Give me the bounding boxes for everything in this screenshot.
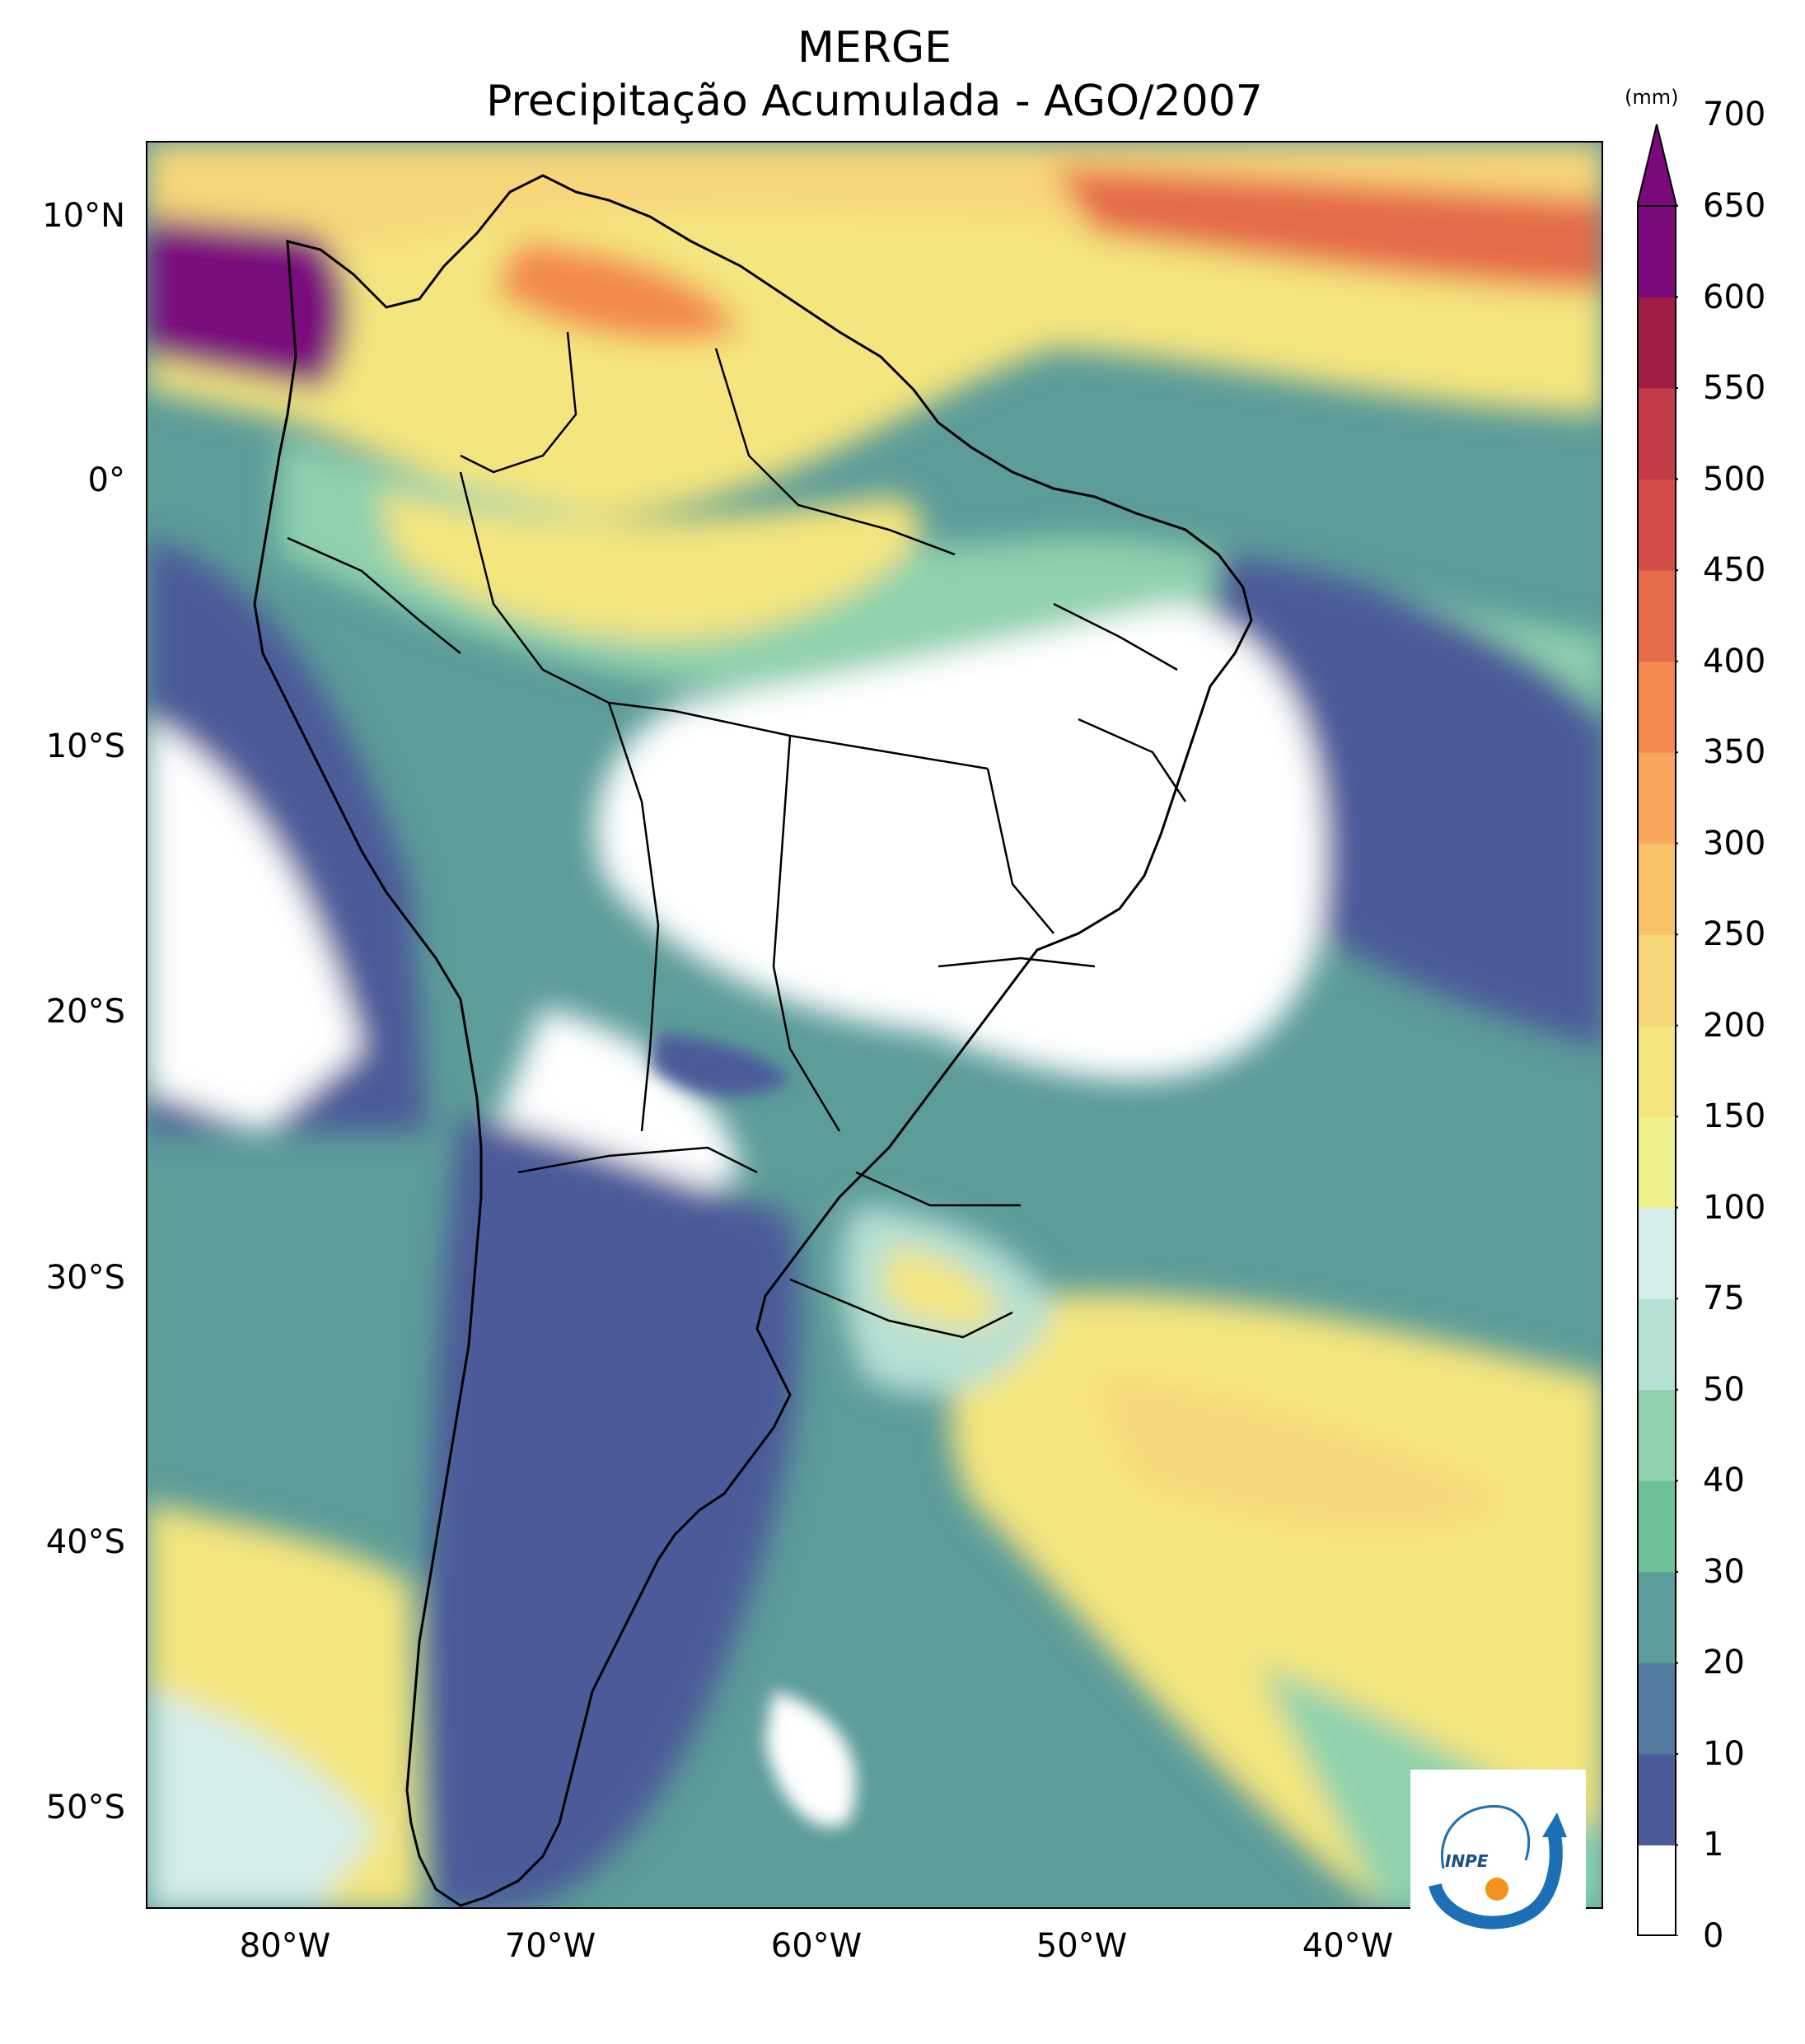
- lat-label-40s: 40°S: [45, 1523, 125, 1561]
- colorbar-tick-label: 40: [1703, 1462, 1745, 1500]
- colorbar-tick-label: 10: [1703, 1734, 1745, 1773]
- lat-label-30s: 30°S: [45, 1259, 125, 1297]
- inpe-logo-text: INPE: [1445, 1851, 1489, 1871]
- colorbar-tick-label: 200: [1703, 1006, 1766, 1045]
- colorbar-segment: [1637, 1389, 1676, 1481]
- lat-label-10n: 10°N: [42, 197, 125, 235]
- colorbar-tick-label: 450: [1703, 551, 1766, 590]
- colorbar-tick-label: 0: [1703, 1917, 1724, 1955]
- colorbar-tick-label: 75: [1703, 1279, 1745, 1318]
- colorbar-tick-label: 20: [1703, 1644, 1745, 1682]
- map-title: MERGE: [797, 23, 952, 72]
- lon-label-70w: 70°W: [504, 1927, 596, 1965]
- inpe-logo: INPE: [1410, 1770, 1586, 1941]
- precipitation-map: [146, 141, 1603, 1909]
- precip-field: [147, 143, 1602, 1907]
- colorbar-segment: [1637, 843, 1676, 935]
- colorbar-frame: [1637, 205, 1676, 1936]
- colorbar-tick-label: 150: [1703, 1097, 1766, 1136]
- lon-label-80w: 80°W: [239, 1927, 331, 1965]
- colorbar-segment: [1637, 1116, 1676, 1209]
- colorbar: [1637, 124, 1678, 1936]
- lat-label-20s: 20°S: [45, 993, 125, 1031]
- colorbar-segment: [1637, 1480, 1676, 1573]
- colorbar-segment: [1637, 1753, 1676, 1845]
- continent-outline: [253, 174, 1253, 1907]
- lat-label-50s: 50°S: [45, 1789, 125, 1827]
- colorbar-segment: [1637, 1571, 1676, 1663]
- colorbar-segment: [1637, 388, 1676, 480]
- colorbar-tick-label: 350: [1703, 733, 1766, 772]
- colorbar-tick-label: 700: [1703, 96, 1766, 134]
- colorbar-segment: [1637, 206, 1676, 298]
- colorbar-tick-label: 50: [1703, 1370, 1745, 1409]
- colorbar-extend-arrow: [1637, 124, 1678, 207]
- colorbar-tick-label: 650: [1703, 187, 1766, 225]
- lon-label-60w: 60°W: [770, 1927, 863, 1965]
- colorbar-segment: [1637, 479, 1676, 571]
- colorbar-segment: [1637, 570, 1676, 662]
- colorbar-segment: [1637, 1207, 1676, 1299]
- colorbar-segment: [1637, 752, 1676, 844]
- colorbar-segment: [1637, 1845, 1676, 1936]
- colorbar-tick-label: 100: [1703, 1188, 1766, 1227]
- colorbar-tick-label: 400: [1703, 642, 1766, 681]
- colorbar-tick-label: 250: [1703, 915, 1766, 954]
- colorbar-segment: [1637, 661, 1676, 753]
- inpe-logo-sun: [1485, 1878, 1508, 1901]
- lon-label-40w: 40°W: [1302, 1927, 1394, 1965]
- colorbar-unit: (mm): [1625, 86, 1679, 109]
- colorbar-segment: [1637, 1663, 1676, 1755]
- colorbar-tick-label: 550: [1703, 369, 1766, 408]
- country-borders: [287, 331, 1187, 1339]
- map-subtitle: Precipitação Acumulada - AGO/2007: [486, 77, 1263, 126]
- colorbar-tick-label: 30: [1703, 1552, 1745, 1591]
- lat-label-10s: 10°S: [45, 727, 125, 765]
- colorbar-segment: [1637, 1298, 1676, 1391]
- colorbar-tick-label: 300: [1703, 824, 1766, 863]
- lon-label-50w: 50°W: [1036, 1927, 1128, 1965]
- colorbar-segment: [1637, 297, 1676, 389]
- lat-label-0: 0°: [87, 461, 125, 499]
- colorbar-tick-label: 600: [1703, 278, 1766, 316]
- colorbar-tick-label: 500: [1703, 460, 1766, 498]
- colorbar-tick-label: 1: [1703, 1826, 1724, 1864]
- colorbar-segment: [1637, 934, 1676, 1027]
- colorbar-segment: [1637, 1025, 1676, 1117]
